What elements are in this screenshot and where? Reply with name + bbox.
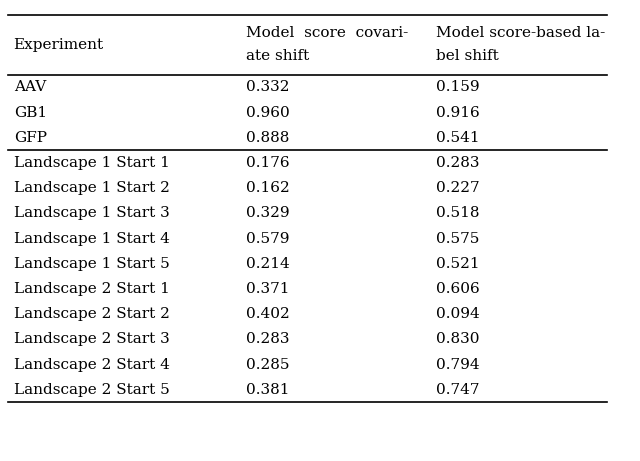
Text: 0.579: 0.579 — [246, 231, 290, 246]
Text: 0.176: 0.176 — [246, 156, 290, 170]
Text: Landscape 1 Start 3: Landscape 1 Start 3 — [13, 207, 170, 220]
Text: 0.159: 0.159 — [436, 80, 479, 95]
Text: 0.575: 0.575 — [436, 231, 479, 246]
Text: 0.283: 0.283 — [436, 156, 479, 170]
Text: Landscape 2 Start 3: Landscape 2 Start 3 — [13, 332, 170, 346]
Text: 0.541: 0.541 — [436, 131, 479, 145]
Text: 0.214: 0.214 — [246, 257, 290, 271]
Text: Experiment: Experiment — [13, 38, 104, 52]
Text: GFP: GFP — [13, 131, 47, 145]
Text: Landscape 2 Start 2: Landscape 2 Start 2 — [13, 307, 170, 321]
Text: 0.606: 0.606 — [436, 282, 479, 296]
Text: Landscape 2 Start 5: Landscape 2 Start 5 — [13, 383, 170, 397]
Text: 0.960: 0.960 — [246, 106, 290, 119]
Text: 0.916: 0.916 — [436, 106, 479, 119]
Text: Landscape 1 Start 5: Landscape 1 Start 5 — [13, 257, 170, 271]
Text: Landscape 2 Start 1: Landscape 2 Start 1 — [13, 282, 170, 296]
Text: 0.381: 0.381 — [246, 383, 290, 397]
Text: Landscape 1 Start 2: Landscape 1 Start 2 — [13, 181, 170, 195]
Text: 0.518: 0.518 — [436, 207, 479, 220]
Text: 0.402: 0.402 — [246, 307, 290, 321]
Text: Model  score  covari-: Model score covari- — [246, 26, 408, 41]
Text: Landscape 1 Start 4: Landscape 1 Start 4 — [13, 231, 170, 246]
Text: 0.329: 0.329 — [246, 207, 290, 220]
Text: Landscape 2 Start 4: Landscape 2 Start 4 — [13, 358, 170, 372]
Text: 0.747: 0.747 — [436, 383, 479, 397]
Text: 0.794: 0.794 — [436, 358, 479, 372]
Text: 0.227: 0.227 — [436, 181, 479, 195]
Text: 0.094: 0.094 — [436, 307, 479, 321]
Text: 0.285: 0.285 — [246, 358, 290, 372]
Text: 0.521: 0.521 — [436, 257, 479, 271]
Text: 0.371: 0.371 — [246, 282, 290, 296]
Text: 0.332: 0.332 — [246, 80, 290, 95]
Text: GB1: GB1 — [13, 106, 47, 119]
Text: Landscape 1 Start 1: Landscape 1 Start 1 — [13, 156, 170, 170]
Text: 0.162: 0.162 — [246, 181, 290, 195]
Text: 0.283: 0.283 — [246, 332, 290, 346]
Text: bel shift: bel shift — [436, 49, 499, 63]
Text: Model score-based la-: Model score-based la- — [436, 26, 605, 41]
Text: 0.888: 0.888 — [246, 131, 289, 145]
Text: AAV: AAV — [13, 80, 46, 95]
Text: 0.830: 0.830 — [436, 332, 479, 346]
Text: ate shift: ate shift — [246, 49, 309, 63]
